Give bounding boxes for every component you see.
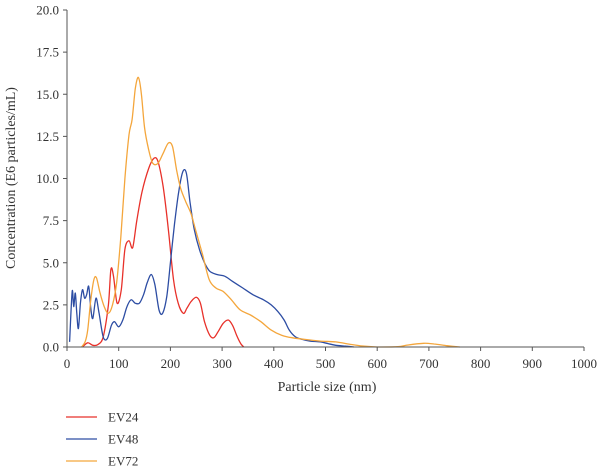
- y-tick-label: 20.0: [36, 3, 59, 18]
- x-tick-label: 400: [264, 356, 284, 371]
- y-tick-label: 7.5: [43, 213, 59, 228]
- y-tick-label: 17.5: [36, 45, 59, 60]
- x-tick-label: 200: [161, 356, 181, 371]
- axes: [66, 10, 584, 348]
- x-tick-label: 100: [109, 356, 129, 371]
- series-line-ev48: [68, 169, 354, 348]
- y-tick-labels: 0.0 2.5 5.0 7.5 10.0 12.5 15.0 17.5 20.0: [36, 3, 67, 355]
- x-tick-label: 500: [316, 356, 336, 371]
- x-tick-label: 700: [419, 356, 439, 371]
- legend-item-ev48: EV48: [66, 432, 138, 447]
- series-line-ev72: [80, 76, 460, 348]
- series-lines: [68, 76, 460, 348]
- x-tick-label: 0: [64, 356, 71, 371]
- x-tick-label: 1000: [571, 356, 597, 371]
- legend-label: EV24: [108, 410, 139, 425]
- legend-label: EV72: [108, 454, 138, 469]
- y-tick-label: 5.0: [43, 255, 59, 270]
- x-axis-label: Particle size (nm): [278, 380, 377, 395]
- x-tick-label: 600: [367, 356, 387, 371]
- legend-label: EV48: [108, 432, 138, 447]
- series-line-ev24: [82, 157, 245, 348]
- y-tick-label: 10.0: [36, 171, 59, 186]
- x-tick-label: 300: [212, 356, 232, 371]
- y-tick-label: 0.0: [43, 340, 59, 355]
- y-axis-label: Concentration (E6 particles/mL): [4, 87, 19, 269]
- x-tick-labels: 0 100 200 300 400 500 600 700 800 900 1000: [64, 347, 597, 371]
- legend-item-ev24: EV24: [66, 410, 139, 425]
- x-tick-label: 900: [523, 356, 543, 371]
- y-tick-label: 2.5: [43, 297, 59, 312]
- y-tick-label: 12.5: [36, 129, 59, 144]
- x-tick-label: 800: [471, 356, 491, 371]
- legend-item-ev72: EV72: [66, 454, 138, 469]
- legend: EV24 EV48 EV72: [66, 410, 139, 469]
- y-tick-label: 15.0: [36, 87, 59, 102]
